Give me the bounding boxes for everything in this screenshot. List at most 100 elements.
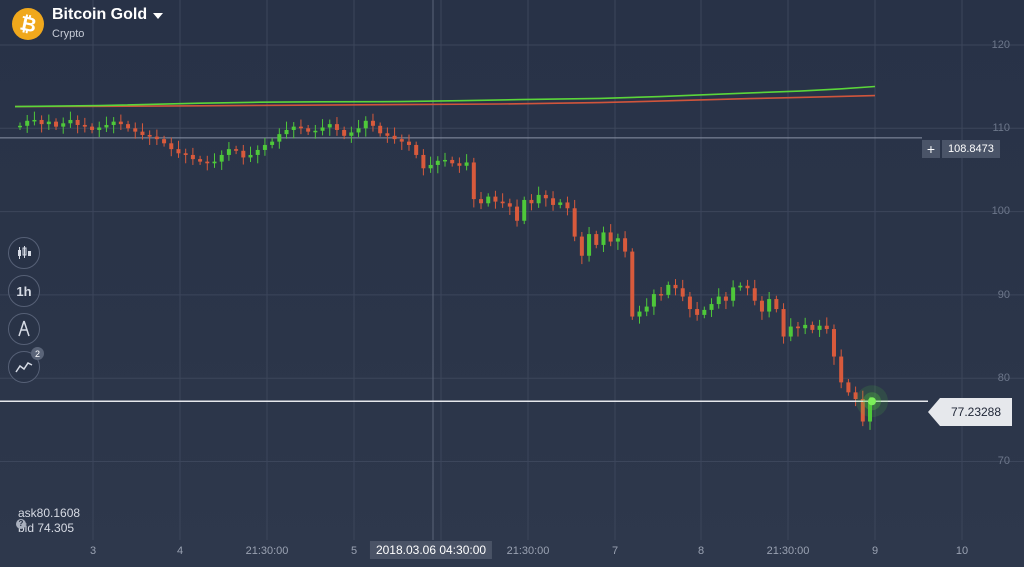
candle-body (615, 238, 620, 242)
chart-type-button[interactable] (8, 237, 40, 269)
candle-body (306, 128, 311, 132)
y-tick-label: 70 (997, 455, 1010, 467)
candle-body (212, 161, 217, 164)
candle-body (637, 311, 642, 317)
candle-body (385, 133, 390, 136)
y-tick-label: 90 (997, 289, 1010, 301)
candle-body (147, 134, 152, 137)
candle-body (298, 126, 303, 129)
x-tick-label: 4 (176, 545, 184, 557)
candle-body (839, 356, 844, 383)
candle-body (752, 288, 757, 301)
candle-body (414, 144, 419, 155)
x-tick-label: 7 (611, 545, 619, 557)
asset-selector[interactable]: Bitcoin Gold (52, 6, 164, 24)
candle-body (205, 161, 210, 164)
candle-body (320, 127, 325, 131)
candle-body (687, 296, 692, 310)
candle-body (810, 324, 815, 330)
candle-body (731, 287, 736, 301)
x-tick-label: 10 (955, 545, 969, 557)
candle-body (140, 131, 145, 135)
asset-header[interactable]: ₿ Bitcoin Gold Crypto (12, 6, 164, 46)
candle-body (803, 324, 808, 329)
ask-value: ask80.1608 (18, 506, 81, 520)
candle-body (104, 124, 109, 128)
drawing-tools-button[interactable] (8, 313, 40, 345)
candle-body (716, 296, 721, 305)
crosshair-price-tag[interactable]: + 108.8473 (922, 139, 1000, 159)
candle-body (183, 153, 188, 155)
candle-body (536, 194, 541, 204)
candle-body (342, 129, 347, 136)
x-tick-label: 8 (697, 545, 705, 557)
candle-body (587, 234, 592, 256)
candle-body (529, 199, 534, 204)
candle-body (594, 234, 599, 245)
candle-body (868, 401, 872, 422)
candle-body (378, 125, 383, 134)
candle-body (349, 132, 354, 136)
y-tick-label: 110 (992, 122, 1010, 134)
help-icon[interactable]: ? (16, 519, 26, 529)
candle-body (709, 304, 714, 310)
timeframe-button[interactable]: 1h (8, 275, 40, 307)
candle-body (515, 206, 520, 221)
candle-body (68, 119, 73, 124)
candle-body (356, 128, 361, 133)
candle-body (723, 296, 728, 301)
candle-body (486, 196, 491, 204)
crosshair-price-value: 108.8473 (942, 140, 1000, 158)
candle-body (262, 144, 267, 150)
chevron-down-icon (153, 13, 164, 19)
candle-body (327, 124, 332, 128)
candle-body (176, 149, 181, 154)
candle-body (579, 236, 584, 256)
moving-average-slow-line (14, 94, 876, 108)
candle-body (860, 399, 865, 422)
y-tick-label: 100 (991, 205, 1010, 217)
candle-body (226, 149, 231, 155)
current-price-dot (868, 397, 876, 406)
candle-body (493, 196, 498, 202)
current-price-tag: 77.23288 (928, 398, 1012, 426)
candle-body (464, 162, 469, 166)
candles-icon (18, 246, 31, 259)
ask-bid-info: ? ask80.1608 bid 74.305 (16, 506, 81, 536)
indicators-count-badge: 2 (31, 347, 44, 360)
candle-body (608, 232, 613, 242)
candle-body (572, 208, 577, 237)
candle-body (32, 119, 37, 122)
candle-body (443, 159, 447, 162)
candle-body (774, 299, 779, 310)
plus-icon[interactable]: + (922, 140, 940, 158)
indicators-icon (15, 362, 33, 373)
candle-body (659, 294, 664, 296)
chart-toolbar: 1h 2 (8, 237, 44, 389)
asset-name: Bitcoin Gold (52, 6, 148, 23)
candle-body (500, 201, 505, 204)
candle-body (630, 251, 635, 317)
candle-body (767, 299, 772, 312)
candle-body (154, 136, 159, 140)
candle-body (270, 141, 275, 145)
candle-body (406, 141, 411, 145)
y-tick-label: 80 (997, 372, 1010, 384)
x-tick-label: 21:30:00 (245, 545, 289, 557)
candle-body (234, 149, 239, 151)
x-tick-label: 5 (350, 545, 358, 557)
candle-body (781, 309, 786, 337)
candle-body (824, 325, 829, 330)
candle-body (428, 164, 433, 169)
indicators-button[interactable]: 2 (8, 347, 44, 383)
candle-body (543, 194, 548, 199)
candle-body (162, 139, 167, 144)
bitcoin-icon: ₿ (12, 8, 44, 40)
candle-body (241, 150, 246, 158)
crosshair-time-label: 2018.03.06 04:30:00 (369, 541, 493, 559)
candle-body (39, 119, 44, 125)
candle-body (370, 120, 375, 126)
candle-body (759, 300, 764, 312)
